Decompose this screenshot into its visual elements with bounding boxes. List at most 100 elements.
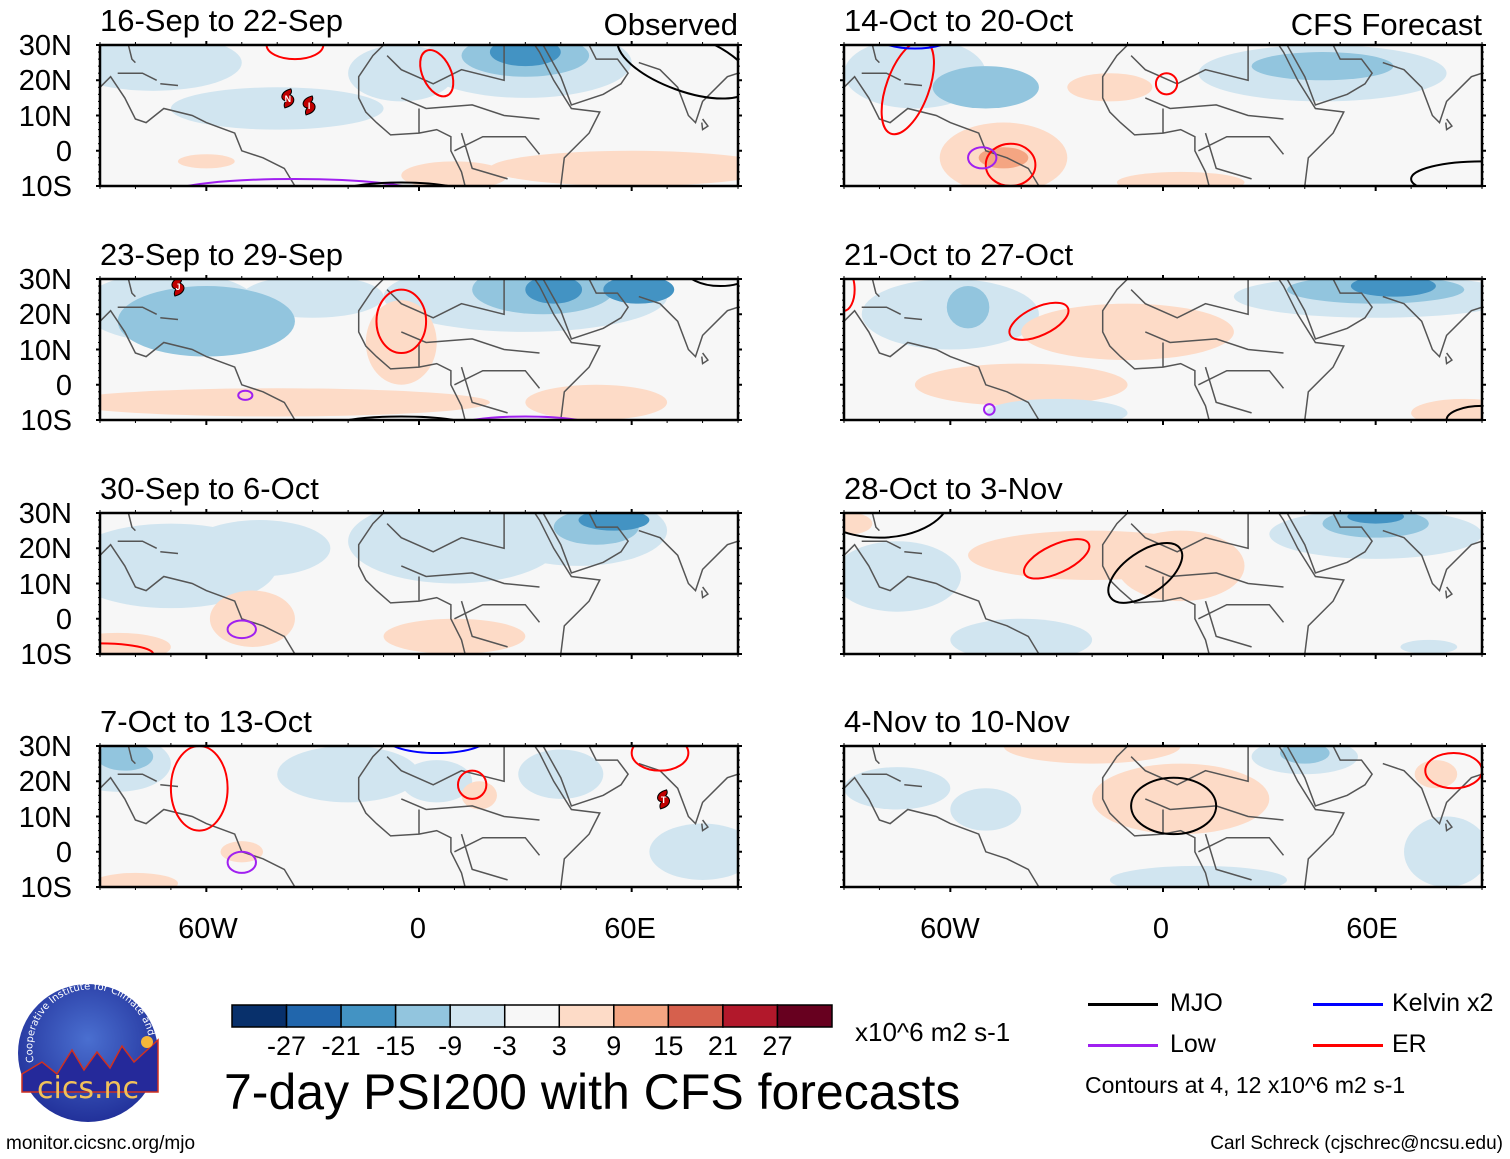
anomaly-region	[401, 760, 473, 803]
map-panel	[840, 275, 1486, 425]
anomaly-region	[383, 618, 526, 654]
wave-contour	[983, 403, 996, 416]
wave-contour	[467, 415, 584, 420]
anomaly-region	[932, 66, 1039, 109]
anomaly-region	[461, 781, 497, 810]
wave-contour	[182, 177, 408, 186]
anomaly-region	[209, 590, 295, 647]
footer-credit: Carl Schreck (cjschrec@ncsu.edu)	[1210, 1133, 1503, 1154]
anomaly-region	[946, 286, 990, 329]
panel-title: 30-Sep to 6-Oct	[100, 471, 319, 506]
logo-sun	[141, 1036, 153, 1048]
colorbar-swatch	[613, 1004, 670, 1028]
anomaly-region	[177, 154, 235, 169]
anomaly-region	[1322, 513, 1429, 538]
panel-title: 4-Nov to 10-Nov	[844, 704, 1070, 739]
wave-contour	[967, 146, 998, 170]
y-tick-label: 30N	[18, 498, 72, 530]
anomaly-region	[950, 788, 1022, 831]
wave-contour	[844, 279, 856, 312]
wave-contour	[375, 288, 428, 355]
anomaly-region	[1411, 398, 1482, 420]
wave-contour	[885, 45, 945, 50]
y-tick-label: 30N	[18, 30, 72, 62]
y-tick-label: 0	[55, 135, 72, 168]
legend-line-er	[1313, 1044, 1383, 1047]
panel-title: 23-Sep to 29-Sep	[100, 237, 344, 272]
legend-line-mjo	[1088, 1003, 1158, 1006]
logo-mountains	[21, 1038, 159, 1093]
panel-title: 14-Oct to 20-Oct	[844, 3, 1074, 38]
anomaly-region	[914, 363, 1128, 406]
cics-logo: cics.nc Cooperative Institute for Climat…	[12, 982, 159, 1122]
x-tick-label: 0	[1152, 913, 1170, 945]
map-panel	[840, 509, 1486, 659]
anomaly-region	[489, 45, 561, 67]
wave-contour	[265, 45, 325, 61]
contours-note: Contours at 4, 12 x10^6 m2 s-1	[1085, 1072, 1406, 1098]
tropical-storm-icon: T	[657, 789, 671, 810]
y-tick-label: 10S	[20, 872, 72, 904]
anomaly-region	[649, 823, 738, 880]
legend-label-er: ER	[1392, 1030, 1427, 1058]
coastline	[844, 45, 1482, 186]
y-tick-label: 10S	[20, 171, 72, 203]
panel-column-tag: Observed	[603, 7, 738, 42]
anomaly-region	[525, 384, 668, 420]
y-tick-label: 30N	[18, 731, 72, 763]
panel-title: 28-Oct to 3-Nov	[844, 471, 1063, 506]
panel-title: 21-Oct to 27-Oct	[844, 237, 1074, 272]
storm-label: I	[308, 101, 311, 111]
y-tick-label: 10N	[18, 801, 72, 834]
x-tick-label: 60E	[1346, 913, 1398, 945]
anomaly-region	[1279, 746, 1330, 764]
colorbar-tick-label: 21	[707, 1031, 738, 1061]
colorbar-tick-label: -27	[267, 1031, 307, 1061]
wave-contour	[226, 619, 257, 640]
colorbar-swatch	[394, 1004, 451, 1028]
anomaly-region	[100, 872, 178, 887]
legend-label-mjo: MJO	[1170, 989, 1223, 1017]
tropical-storm-icon: I	[302, 95, 316, 116]
storm-label: T	[661, 795, 667, 805]
anomaly-region	[985, 398, 1128, 420]
colorbar-swatch	[667, 1004, 724, 1028]
wave-contour	[1008, 301, 1070, 341]
map-panel	[840, 41, 1486, 191]
wave-contour	[169, 746, 229, 832]
anomaly-region	[170, 87, 384, 130]
wave-contour	[391, 746, 482, 755]
y-tick-label: 10N	[18, 334, 72, 367]
wave-contour	[1424, 752, 1482, 790]
wave-contour	[237, 389, 254, 401]
y-tick-label: 30N	[18, 264, 72, 296]
colorbar-swatch	[722, 1004, 779, 1028]
map-panel	[840, 742, 1486, 892]
legend-label-low: Low	[1170, 1030, 1216, 1058]
wave-contour	[630, 746, 690, 772]
x-tick-label: 60E	[604, 913, 656, 945]
main-title: 7-day PSI200 with CFS forecasts	[224, 1064, 961, 1120]
legend-line-kelvin	[1313, 1003, 1383, 1006]
y-tick-label: 20N	[18, 766, 72, 799]
anomaly-region	[950, 618, 1093, 654]
colorbar-tick-label: -9	[438, 1031, 463, 1061]
anomaly-region	[1404, 816, 1482, 887]
anomaly-region	[1021, 303, 1234, 361]
anomaly-region	[1251, 52, 1394, 81]
tropical-storm-icon: J	[171, 279, 185, 297]
anomaly-region	[518, 749, 604, 799]
coastline	[100, 279, 738, 420]
map-panel: T	[96, 742, 742, 892]
panel-title: 16-Sep to 22-Sep	[100, 3, 344, 38]
anomaly-region	[100, 632, 171, 654]
anomaly-region	[1067, 73, 1153, 102]
coastline	[100, 746, 738, 887]
colorbar-tick-label: -15	[376, 1031, 416, 1061]
wave-contour	[419, 49, 455, 98]
anomaly-region	[1350, 279, 1436, 297]
anomaly-region	[100, 746, 154, 771]
wave-contour	[343, 415, 460, 420]
wave-contour	[1130, 776, 1218, 836]
y-tick-label: 10S	[20, 639, 72, 671]
